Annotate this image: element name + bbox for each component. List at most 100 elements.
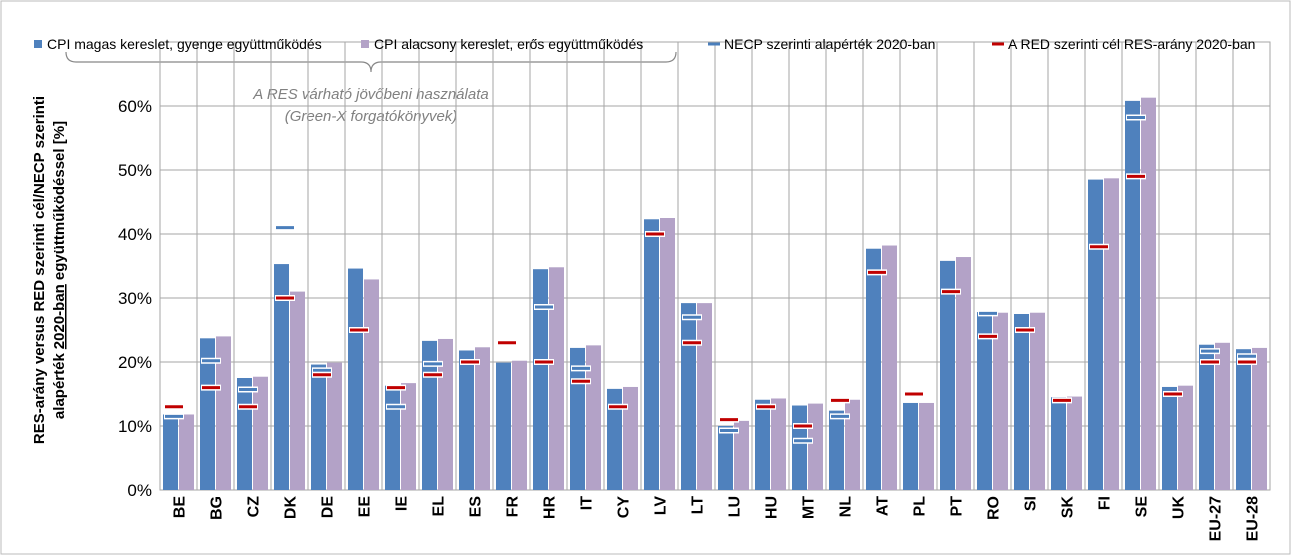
annotation: (Green-X forgatókönyvek) bbox=[285, 108, 458, 125]
annotation: A RES várható jövőbeni használata bbox=[252, 86, 488, 103]
legend-label: CPI magas kereslet, gyenge együttműködés bbox=[47, 36, 322, 52]
x-tick-label: NL bbox=[838, 496, 855, 518]
bar bbox=[771, 398, 786, 490]
bar bbox=[1141, 97, 1156, 491]
bar bbox=[718, 426, 733, 490]
bar bbox=[475, 347, 490, 490]
x-tick-label: LU bbox=[727, 496, 744, 517]
x-tick-label: BG bbox=[209, 496, 226, 520]
x-tick-label: AT bbox=[875, 496, 892, 516]
bar bbox=[607, 388, 622, 490]
legend-label: A RED szerinti cél RES-arány 2020-ban bbox=[1008, 36, 1255, 52]
bar bbox=[1178, 385, 1193, 490]
legend-swatch bbox=[361, 40, 369, 48]
x-tick-label: PT bbox=[949, 496, 966, 517]
bar bbox=[1030, 312, 1045, 490]
bar bbox=[216, 336, 231, 490]
x-tick-label: DE bbox=[320, 496, 337, 519]
bar bbox=[364, 279, 379, 490]
bar bbox=[903, 402, 918, 490]
x-tick-label: EU-28 bbox=[1245, 496, 1262, 541]
bar bbox=[1252, 347, 1267, 490]
bar bbox=[977, 312, 992, 490]
bar bbox=[1162, 386, 1177, 490]
bar bbox=[401, 383, 416, 490]
x-tick-label: MT bbox=[801, 496, 818, 519]
bar bbox=[163, 414, 178, 490]
bar bbox=[882, 245, 897, 490]
x-tick-label: SK bbox=[1060, 496, 1077, 519]
bar bbox=[496, 362, 511, 490]
bar bbox=[422, 340, 437, 490]
legend-label: NECP szerinti alapérték 2020-ban bbox=[724, 36, 935, 52]
bar bbox=[623, 386, 638, 490]
bar bbox=[1199, 344, 1214, 490]
x-tick-label: UK bbox=[1171, 496, 1188, 520]
x-tick-label: FI bbox=[1097, 496, 1114, 510]
bar bbox=[792, 405, 807, 490]
x-tick-label: CZ bbox=[246, 496, 263, 518]
bar bbox=[808, 403, 823, 490]
x-tick-label: ES bbox=[468, 496, 485, 518]
y-tick-label: 10% bbox=[118, 417, 152, 436]
bar bbox=[845, 399, 860, 490]
y-label: alapérték 2020-ban együttműködéssel [%] bbox=[51, 121, 68, 419]
bar bbox=[311, 364, 326, 490]
bar bbox=[327, 362, 342, 490]
bar bbox=[755, 399, 770, 490]
x-tick-label: HU bbox=[764, 496, 781, 519]
bar bbox=[179, 414, 194, 490]
x-tick-label: RO bbox=[986, 496, 1003, 520]
x-tick-label: EL bbox=[431, 496, 448, 517]
bar bbox=[1104, 178, 1119, 490]
x-tick-label: CY bbox=[616, 496, 633, 519]
y-tick-label: 0% bbox=[127, 481, 152, 500]
bar bbox=[829, 410, 844, 490]
bar bbox=[549, 267, 564, 490]
legend-label: CPI alacsony kereslet, erős együttműködé… bbox=[374, 36, 643, 52]
y-label: alapérték bbox=[51, 353, 68, 420]
bar bbox=[1236, 349, 1251, 490]
x-tick-label: IT bbox=[579, 496, 596, 510]
brace bbox=[65, 51, 677, 73]
bar bbox=[919, 402, 934, 490]
bar bbox=[1067, 396, 1082, 490]
bar bbox=[1125, 100, 1140, 490]
x-tick-label: IE bbox=[394, 496, 411, 511]
y-tick-label: 50% bbox=[118, 161, 152, 180]
bar bbox=[1051, 397, 1066, 490]
bar bbox=[200, 338, 215, 490]
x-tick-label: SE bbox=[1134, 496, 1151, 518]
y-axis-title: RES-arány versus RED szerinti cél/NECP s… bbox=[31, 96, 68, 444]
x-tick-label: HR bbox=[542, 496, 559, 520]
x-tick-label: PL bbox=[912, 496, 929, 517]
bar bbox=[1014, 314, 1029, 490]
bar bbox=[348, 268, 363, 490]
bar bbox=[1088, 179, 1103, 490]
plot-frame bbox=[159, 41, 1271, 491]
x-tick-label: BE bbox=[172, 496, 189, 519]
x-tick-label: LV bbox=[653, 496, 670, 516]
y-label: 2020-ban bbox=[51, 284, 68, 349]
bar bbox=[1215, 342, 1230, 490]
x-tick-label: DK bbox=[283, 496, 300, 520]
bar bbox=[237, 378, 252, 490]
y-tick-label: 30% bbox=[118, 289, 152, 308]
bar bbox=[385, 385, 400, 490]
bar bbox=[533, 269, 548, 490]
x-tick-label: SI bbox=[1023, 496, 1040, 511]
bar bbox=[681, 303, 696, 490]
bar bbox=[512, 360, 527, 490]
bar bbox=[956, 257, 971, 490]
bar bbox=[660, 218, 675, 490]
x-tick-label: FR bbox=[505, 496, 522, 518]
bar bbox=[644, 219, 659, 490]
x-tick-label: LT bbox=[690, 496, 707, 515]
bar bbox=[290, 291, 305, 490]
bar bbox=[993, 312, 1008, 490]
bar bbox=[697, 303, 712, 490]
bar bbox=[274, 264, 289, 490]
bar bbox=[459, 350, 474, 490]
bar bbox=[253, 376, 268, 490]
y-tick-label: 60% bbox=[118, 97, 152, 116]
